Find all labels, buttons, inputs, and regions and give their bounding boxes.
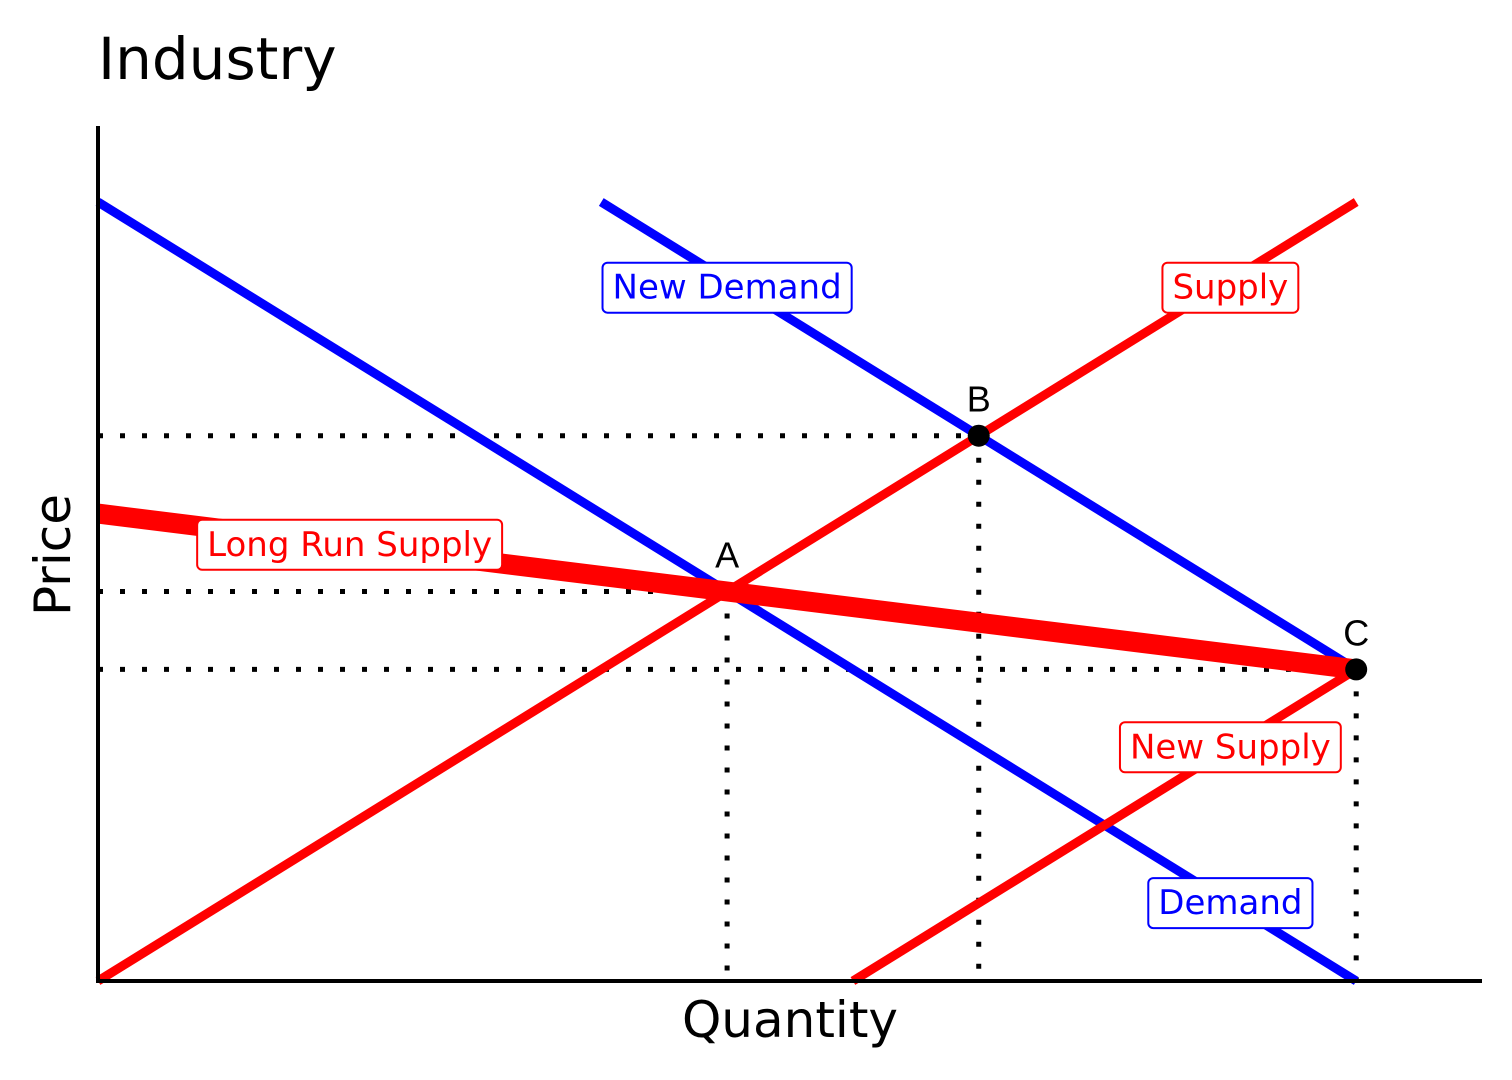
new-demand-label: New Demand [601,261,853,314]
demand-label-text: Demand [1158,883,1302,923]
supply-label: Supply [1161,261,1300,314]
supply-label-text: Supply [1172,268,1288,308]
curve-labels: Demand New Demand Supply New Supply Long Run… [196,261,1342,930]
x-axis-label: Quantity [682,991,898,1049]
long-run-supply-label: Long Run Supply [196,518,504,571]
demand-label: Demand [1147,877,1314,930]
supply-label-box [1161,261,1300,314]
long-run-supply-label-box [196,518,504,571]
point-c-label: C [1343,612,1369,653]
equilibrium-points: A B C [715,379,1369,681]
point-c-marker [1345,658,1368,681]
new-supply-label-text: New Supply [1130,727,1331,767]
demand-label-box [1147,877,1314,930]
point-b-marker [967,424,990,447]
new-demand-label-box [601,261,853,314]
point-b-label: B [967,379,991,420]
axes [96,126,1482,983]
new-demand-label-text: New Demand [613,268,842,308]
guide-lines [98,433,1359,981]
y-axis-label: Price [24,494,82,616]
new-supply-label: New Supply [1118,721,1342,774]
chart-title: Industry [98,25,337,93]
point-a-label: A [715,535,739,576]
long-run-supply-label-text: Long Run Supply [207,525,492,565]
curves [95,198,1359,985]
new-supply-label-box [1118,721,1342,774]
